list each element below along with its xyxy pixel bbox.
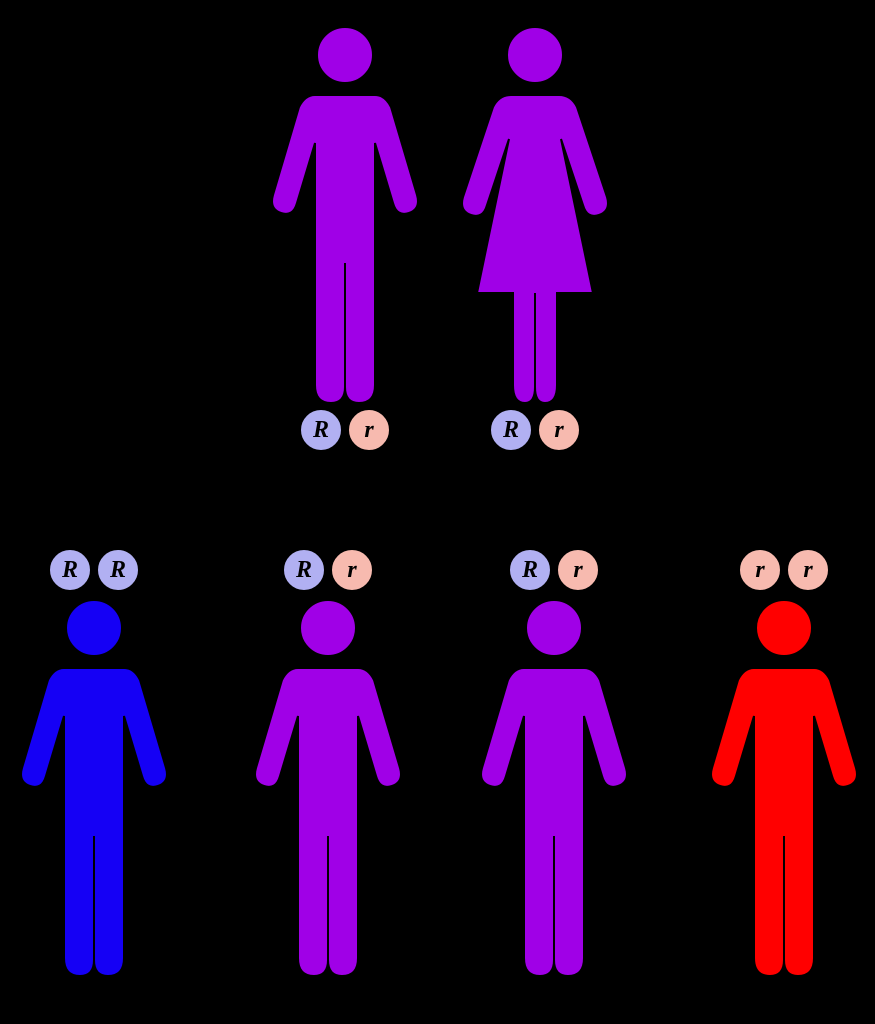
allele-child_3-0: R	[508, 548, 552, 592]
figure-child_3	[474, 598, 634, 978]
figure-child_1	[14, 598, 174, 978]
male-pictogram	[704, 598, 864, 978]
allele-mother-0: R	[489, 408, 533, 452]
allele-child_1-1: R	[96, 548, 140, 592]
male-pictogram	[265, 25, 425, 405]
allele-child_4-0: r	[738, 548, 782, 592]
male-pictogram	[14, 598, 174, 978]
figure-child_2	[248, 598, 408, 978]
allele-child_3-1: r	[556, 548, 600, 592]
figure-mother	[455, 25, 615, 405]
allele-father-0: R	[299, 408, 343, 452]
allele-child_4-1: r	[786, 548, 830, 592]
allele-child_1-0: R	[48, 548, 92, 592]
allele-father-1: r	[347, 408, 391, 452]
female-pictogram	[455, 25, 615, 405]
allele-child_2-1: r	[330, 548, 374, 592]
allele-child_2-0: R	[282, 548, 326, 592]
allele-mother-1: r	[537, 408, 581, 452]
figure-child_4	[704, 598, 864, 978]
figure-father	[265, 25, 425, 405]
male-pictogram	[248, 598, 408, 978]
male-pictogram	[474, 598, 634, 978]
genetics-pedigree-diagram: Rr Rr RR Rr Rr rr	[0, 0, 875, 1024]
